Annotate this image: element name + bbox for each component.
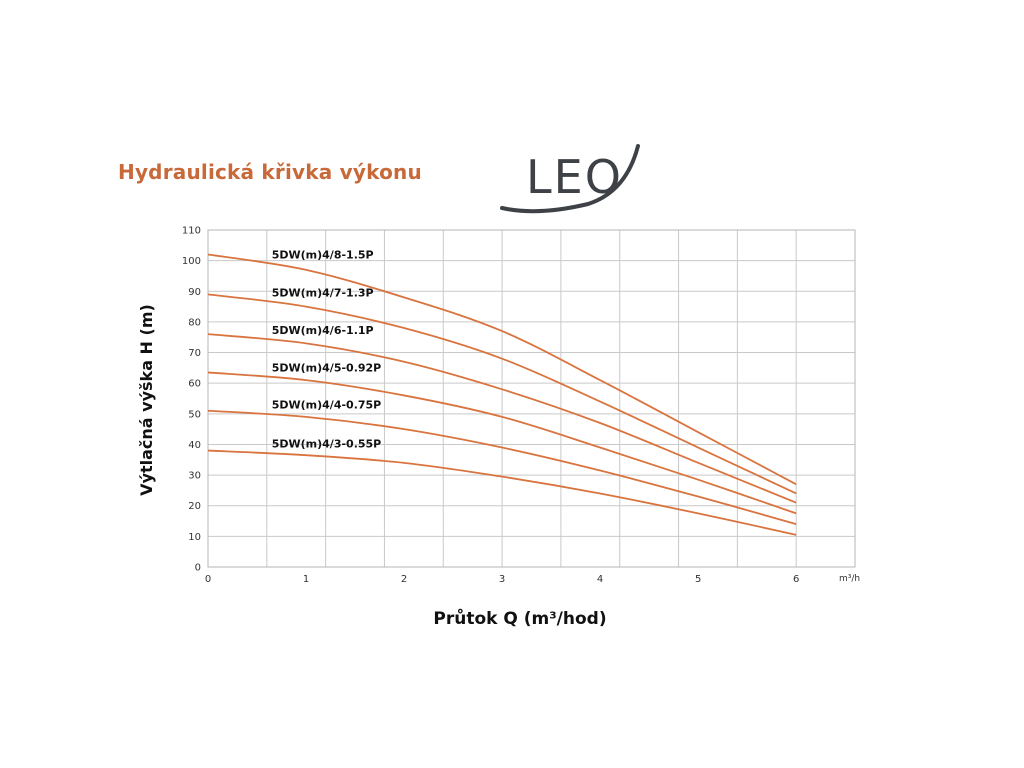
x-axis-label: Průtok Q (m³/hod) — [433, 607, 606, 629]
logo-text: LEO — [526, 150, 623, 204]
axis-ticks: 0 10 20 30 40 50 60 70 80 90 100 110 0 1 2 3 4 5 6 — [182, 226, 799, 586]
x-tick-label: 3 — [499, 574, 505, 585]
series-line — [207, 371, 797, 515]
x-tick-label: 5 — [695, 574, 701, 585]
x-tick-label: 1 — [303, 574, 309, 585]
y-tick-label: 0 — [195, 563, 201, 574]
series-line — [207, 449, 797, 536]
series-labels: 5DW(m)4/8-1.5P 5DW(m)4/7-1.3P 5DW(m)4/6-1.… — [272, 248, 382, 450]
y-tick-label: 20 — [188, 501, 201, 512]
y-tick-label: 80 — [188, 317, 201, 328]
series-label: 5DW(m)4/3-0.55P — [272, 438, 382, 451]
series-label: 5DW(m)4/6-1.1P — [272, 324, 374, 337]
y-tick-label: 30 — [188, 471, 201, 482]
y-tick-label: 70 — [188, 348, 201, 359]
y-tick-label: 110 — [182, 226, 201, 237]
y-tick-label: 90 — [188, 287, 201, 298]
series-label: 5DW(m)4/8-1.5P — [272, 248, 374, 261]
x-tick-label: 0 — [205, 574, 211, 585]
x-axis-unit: m³/h — [839, 574, 860, 584]
series-line — [207, 409, 797, 525]
y-tick-label: 40 — [188, 440, 201, 451]
chart-title: Hydraulická křivka výkonu — [118, 160, 422, 184]
series-line — [207, 253, 797, 486]
y-tick-label: 60 — [188, 379, 201, 390]
leo-logo: LEO — [498, 140, 643, 216]
x-tick-label: 2 — [401, 574, 407, 585]
series-line — [207, 293, 797, 495]
y-tick-label: 50 — [188, 409, 201, 420]
plot-frame — [207, 229, 856, 568]
series-label: 5DW(m)4/5-0.92P — [272, 361, 382, 374]
series-lines — [207, 253, 797, 536]
x-tick-label: 4 — [597, 574, 603, 585]
y-tick-label: 100 — [182, 256, 201, 267]
logo-swoosh-icon — [500, 144, 640, 214]
series-label: 5DW(m)4/7-1.3P — [272, 286, 374, 299]
series-line — [207, 333, 797, 504]
chart-grid — [208, 230, 855, 567]
y-tick-label: 10 — [188, 532, 201, 543]
y-axis-label: Výtlačná výška H (m) — [137, 304, 156, 496]
series-label: 5DW(m)4/4-0.75P — [272, 399, 382, 412]
x-tick-label: 6 — [793, 574, 799, 585]
